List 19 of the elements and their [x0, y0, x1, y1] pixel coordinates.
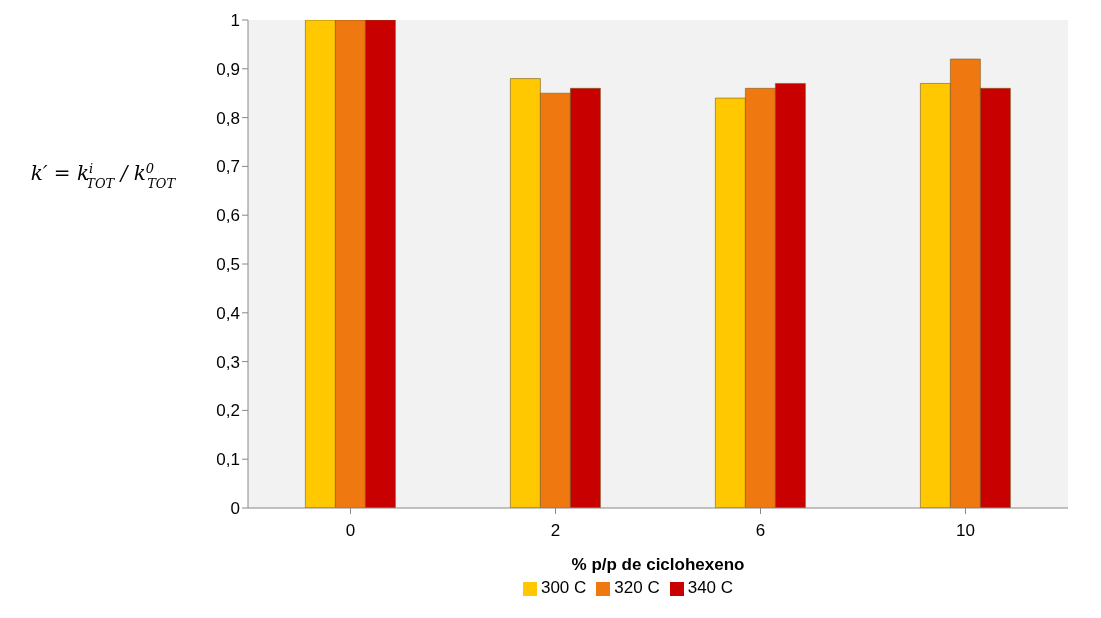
x-tick-label: 0	[345, 521, 356, 541]
legend-label: 320 C	[614, 578, 660, 597]
x-tick-label: 6	[755, 521, 766, 541]
y-tick-label: 0,7	[216, 157, 240, 177]
y-tick-label: 0,8	[216, 108, 240, 128]
y-tick-label: 0,1	[216, 450, 240, 470]
legend-label: 300 C	[540, 578, 587, 597]
legend-label: 340 C	[687, 578, 734, 597]
x-tick-label: 2	[550, 521, 561, 541]
y-tick-label: 0,6	[216, 206, 240, 226]
y-tick-label: 0,5	[216, 255, 240, 275]
x-tick-label: 10	[956, 521, 975, 541]
x-axis-title: % p/p de ciclohexeno	[571, 555, 745, 574]
y-tick-label: 0,4	[216, 303, 240, 323]
y-tick-label: 0	[230, 499, 240, 519]
y-tick-label: 1	[230, 11, 240, 31]
y-tick-label: 0,3	[216, 352, 240, 372]
y-tick-label: 0,2	[216, 401, 240, 421]
y-tick-label: 0,9	[216, 59, 240, 79]
